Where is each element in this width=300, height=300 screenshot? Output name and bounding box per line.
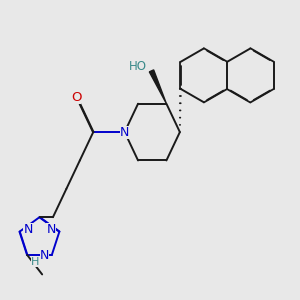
Text: HO: HO xyxy=(129,60,147,73)
Polygon shape xyxy=(149,70,167,104)
Text: H: H xyxy=(31,257,40,268)
Text: N: N xyxy=(46,223,56,236)
Text: N: N xyxy=(120,126,129,139)
Text: N: N xyxy=(23,223,33,236)
Text: O: O xyxy=(71,91,82,103)
Text: N: N xyxy=(40,248,49,262)
